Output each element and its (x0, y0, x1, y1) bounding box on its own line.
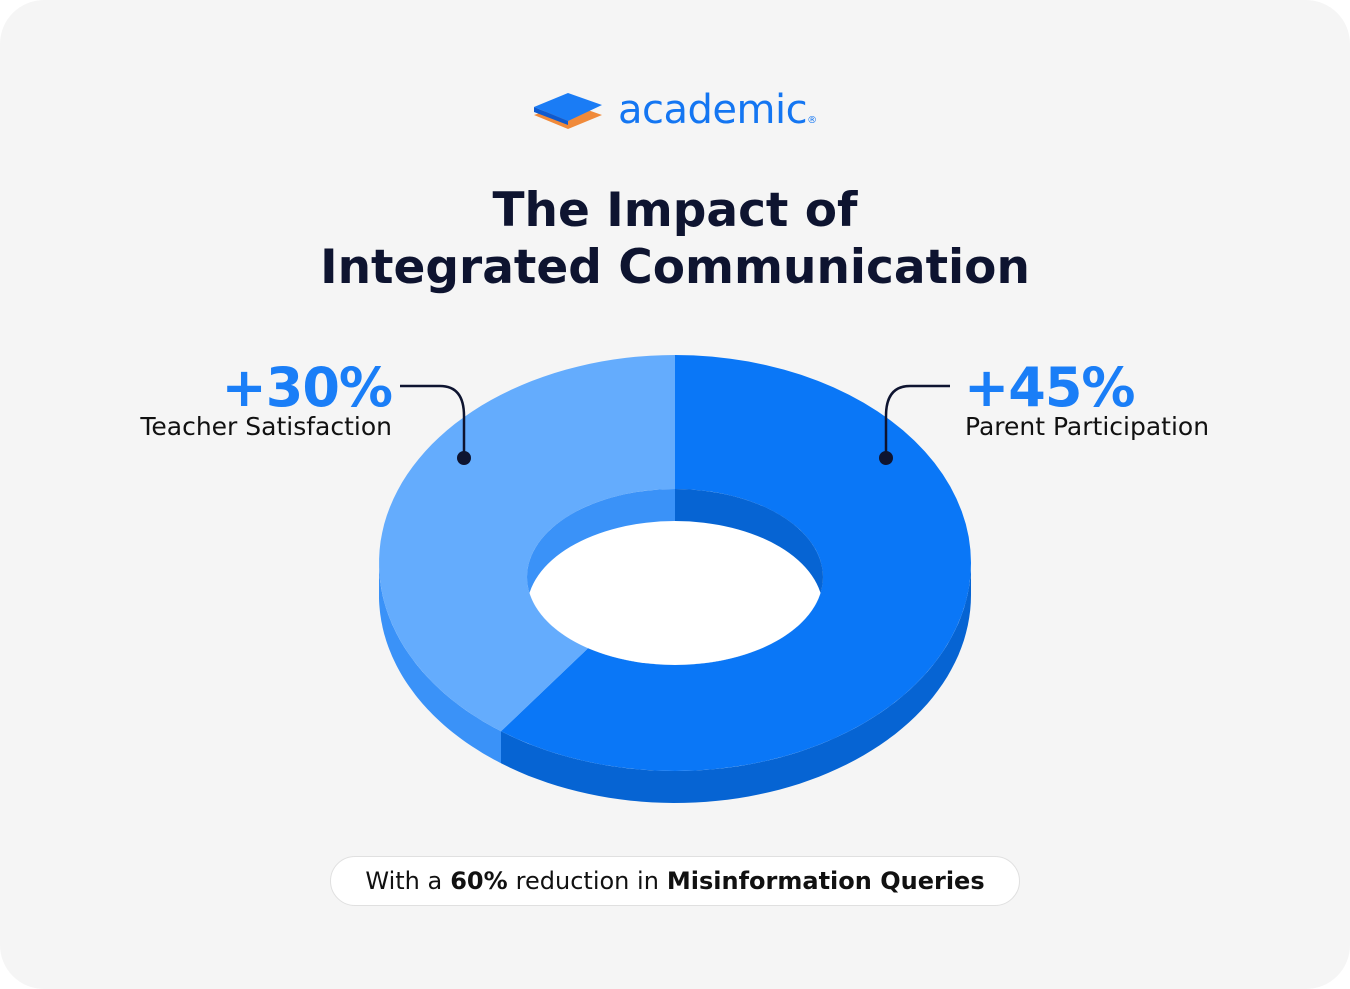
title-line: The Impact of (492, 183, 858, 238)
note-number: 60% (450, 867, 508, 895)
value-label: +30% (221, 356, 393, 419)
category-label: Parent Participation (965, 412, 1210, 441)
logo: academic ® (530, 82, 817, 138)
note-emphasis: Misinformation Queries (666, 867, 985, 895)
callout-line (884, 384, 950, 458)
note-text: With a (365, 867, 443, 895)
slice-side (379, 563, 501, 764)
slice (501, 355, 971, 771)
callout-line (400, 384, 466, 458)
category-label: Teacher Satisfaction (140, 412, 392, 441)
note: With a 60% reduction in Misinformation Q… (330, 856, 1020, 906)
callout-dot (457, 451, 471, 465)
logo-icon (534, 93, 602, 129)
title-line: Integrated Communication (320, 240, 1030, 295)
hole (527, 521, 823, 665)
value-label: +45% (964, 356, 1135, 419)
slice (379, 355, 675, 732)
slice-side (501, 563, 971, 803)
callout-dot (879, 451, 893, 465)
chart-title: The Impact of Integrated Communication (0, 182, 1350, 296)
logo-mark: ® (807, 115, 818, 126)
note-text: reduction in (515, 867, 659, 895)
logo-text: academic (618, 87, 808, 133)
